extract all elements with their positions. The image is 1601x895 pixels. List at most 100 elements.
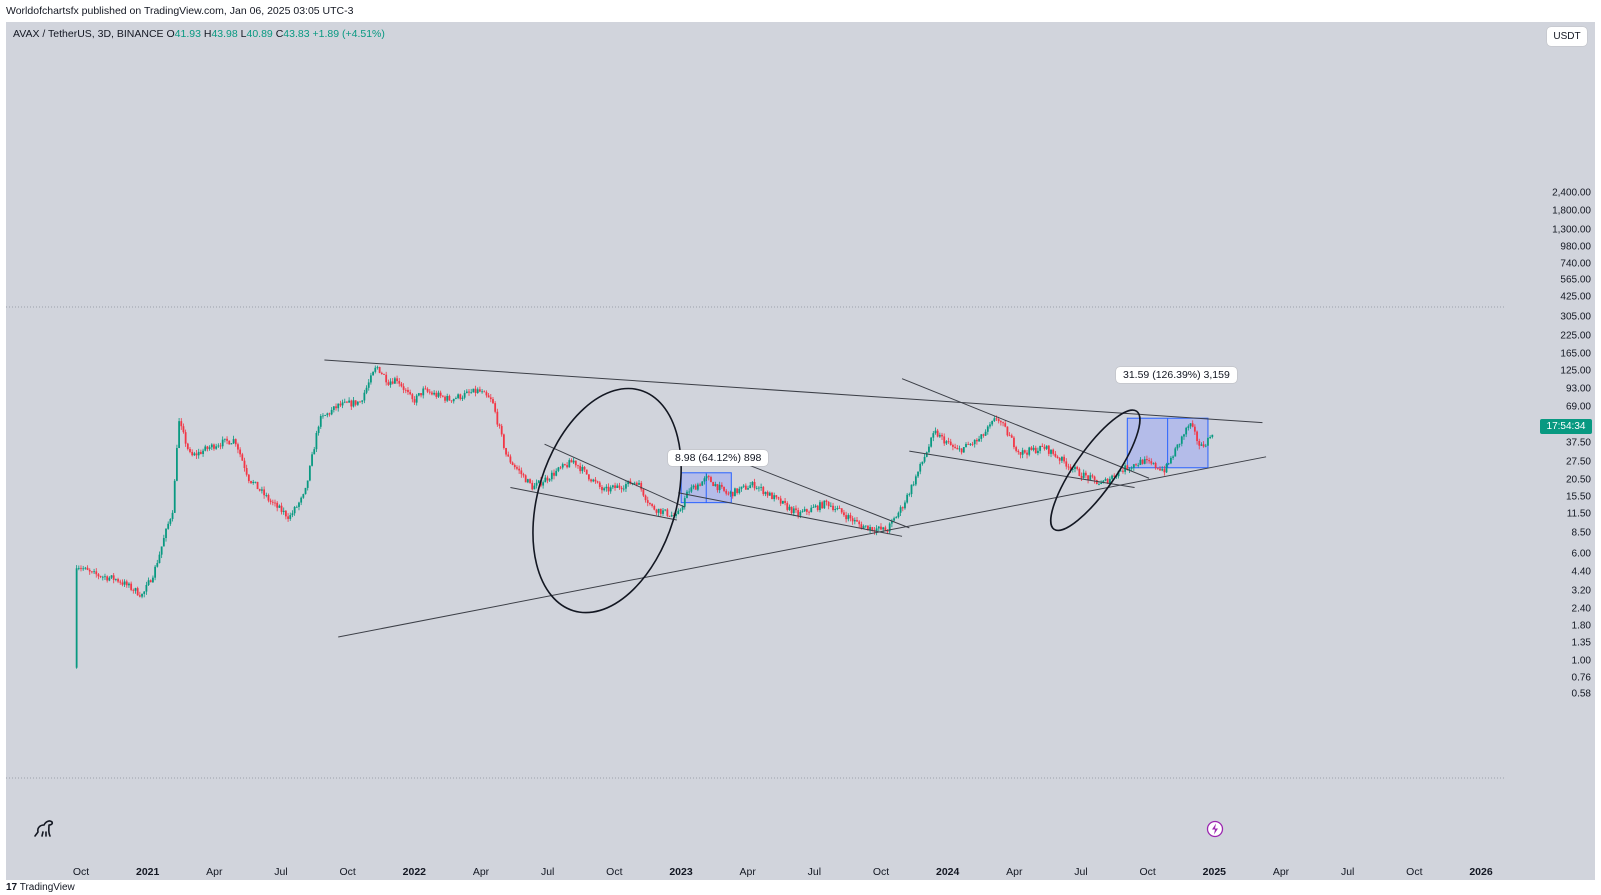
candle-body xyxy=(393,378,396,384)
candle-body xyxy=(147,580,150,585)
candle-body xyxy=(938,434,941,437)
dino-icon[interactable] xyxy=(32,816,56,840)
candle-body xyxy=(215,446,218,449)
candle-body xyxy=(93,571,95,573)
candle-body xyxy=(1154,462,1157,468)
candle-body xyxy=(165,528,167,539)
x-tick-label: Oct xyxy=(339,866,356,878)
lightning-icon[interactable] xyxy=(1206,820,1224,838)
candle-body xyxy=(1139,459,1142,465)
candle-body xyxy=(703,478,706,482)
candle-body xyxy=(526,479,529,483)
candle-body xyxy=(1087,475,1089,480)
trend-line-7 xyxy=(901,378,1150,479)
candle-body xyxy=(1152,462,1155,464)
candle-body xyxy=(86,567,89,570)
trend-line-5 xyxy=(727,456,910,529)
candle-body xyxy=(119,581,122,583)
candle-body xyxy=(601,486,603,491)
currency-button[interactable]: USDT xyxy=(1547,27,1587,46)
candle-body xyxy=(293,507,296,514)
candle-body xyxy=(980,434,983,439)
candle-body xyxy=(810,507,813,513)
price-chart[interactable] xyxy=(6,22,1540,839)
candle-body xyxy=(651,504,654,506)
candle-body xyxy=(221,439,224,447)
candle-body xyxy=(128,583,130,586)
chart-frame[interactable] xyxy=(6,22,1595,880)
candle-body xyxy=(596,481,599,483)
candle-body xyxy=(1052,449,1055,454)
candle-body xyxy=(699,484,701,486)
candle-body xyxy=(1093,476,1096,480)
candle-body xyxy=(219,445,222,447)
candle-body xyxy=(1165,464,1168,473)
candle-body xyxy=(302,494,305,498)
x-tick-label: Jul xyxy=(274,866,288,878)
candle-body xyxy=(683,498,686,507)
candle-body xyxy=(1050,449,1052,454)
candle-body xyxy=(1163,469,1166,473)
y-tick-label: 1,300.00 xyxy=(1552,224,1591,236)
candle-body xyxy=(751,481,754,486)
candle-body xyxy=(587,474,590,480)
y-tick-label: 11.50 xyxy=(1566,508,1591,520)
high-value: 43.98 xyxy=(211,28,238,40)
candle-body xyxy=(472,388,475,393)
candle-body xyxy=(143,591,146,594)
candle-body xyxy=(304,487,307,495)
candle-body xyxy=(138,595,141,597)
candle-body xyxy=(777,497,780,499)
candle-body xyxy=(428,391,431,393)
candle-body xyxy=(516,467,518,469)
candle-body xyxy=(485,392,488,396)
candle-body xyxy=(1098,483,1100,485)
candle-body xyxy=(479,389,481,392)
candle-body xyxy=(779,498,782,504)
candle-body xyxy=(132,589,135,591)
symbol-name[interactable]: AVAX / TetherUS, 3D, BINANCE xyxy=(13,28,164,40)
candle-body xyxy=(444,396,446,401)
candle-body xyxy=(788,506,791,510)
candle-body xyxy=(363,392,366,401)
candle-body xyxy=(247,474,250,482)
candle-body xyxy=(370,375,372,383)
candle-body xyxy=(638,482,640,485)
candle-body xyxy=(965,443,967,448)
candle-body xyxy=(452,398,455,402)
candle-body xyxy=(559,467,562,469)
candle-body xyxy=(254,481,257,483)
candle-body xyxy=(1056,456,1059,458)
candle-body xyxy=(468,391,470,393)
candle-body xyxy=(1089,475,1092,480)
candle-body xyxy=(291,513,294,516)
candle-body xyxy=(622,488,625,490)
candle-body xyxy=(867,525,869,531)
candle-body xyxy=(590,479,592,482)
candle-body xyxy=(417,393,420,396)
candle-body xyxy=(278,505,281,508)
candle-body xyxy=(834,509,837,511)
trend-line-2 xyxy=(338,456,1267,638)
candle-body xyxy=(1180,436,1183,444)
candle-body xyxy=(404,389,407,391)
candle-body xyxy=(378,366,381,373)
candle-body xyxy=(845,515,848,520)
symbol-legend[interactable]: AVAX / TetherUS, 3D, BINANCE O41.93 H43.… xyxy=(13,28,385,40)
candle-body xyxy=(934,430,937,434)
candle-body xyxy=(337,403,340,409)
candle-body xyxy=(1143,458,1146,464)
candle-body xyxy=(1141,459,1144,464)
tradingview-footer[interactable]: 17 TradingView xyxy=(6,882,75,893)
candle-body xyxy=(402,386,405,390)
candle-body xyxy=(561,464,564,468)
candle-body xyxy=(154,566,157,578)
candle-body xyxy=(747,488,749,490)
candle-body xyxy=(742,485,745,487)
y-tick-label: 20.50 xyxy=(1565,474,1591,486)
x-tick-label: Jul xyxy=(1340,866,1355,878)
candle-body xyxy=(768,492,771,496)
candle-body xyxy=(884,527,887,531)
candle-body xyxy=(1176,444,1179,449)
candle-body xyxy=(341,402,344,406)
